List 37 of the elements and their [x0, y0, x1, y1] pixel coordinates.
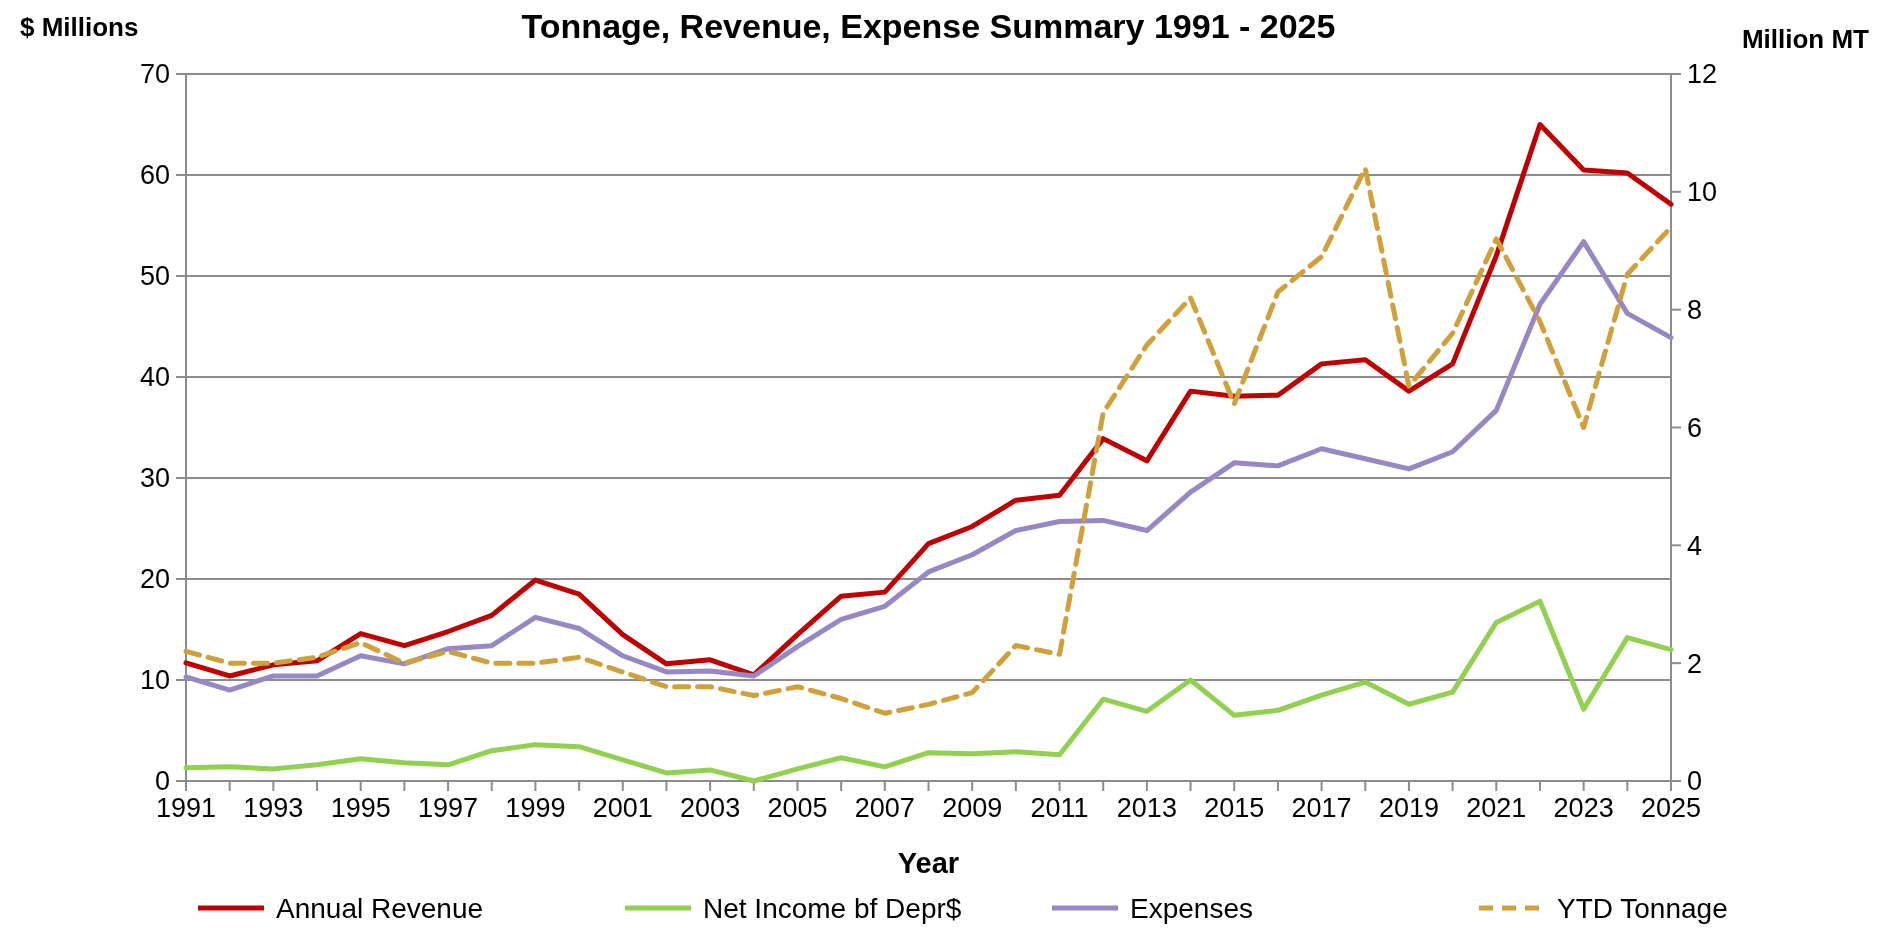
x-tick-label: 2011 [1030, 793, 1089, 823]
x-tick-label: 2013 [1116, 793, 1177, 823]
y2-tick-label: 10 [1687, 177, 1718, 208]
y2-tick-label: 8 [1687, 295, 1703, 326]
y-tick-label: 60 [139, 160, 170, 191]
y-tick-label: 40 [139, 362, 170, 393]
x-tick-label: 2003 [680, 793, 741, 823]
y2-tick-label: 6 [1687, 412, 1703, 443]
x-tick-label: 2021 [1466, 793, 1527, 823]
x-tick-label: 2017 [1291, 793, 1352, 823]
y-tick-label: 70 [139, 59, 170, 90]
x-tick-label: 2001 [592, 793, 653, 823]
x-tick-label: 2007 [854, 793, 915, 823]
y-tick-label: 50 [139, 261, 170, 292]
x-tick-label: 1995 [330, 793, 391, 823]
x-tick-label: 2019 [1378, 793, 1439, 823]
y2-tick-label: 12 [1687, 59, 1718, 90]
y-axis-title: $ Millions [20, 12, 139, 42]
chart-title: Tonnage, Revenue, Expense Summary 1991 - 2025 [521, 7, 1336, 45]
x-tick-label: 1993 [243, 793, 304, 823]
y2-tick-label: 4 [1687, 530, 1703, 561]
x-tick-label: 1999 [505, 793, 566, 823]
y2-tick-label: 2 [1687, 648, 1703, 679]
x-tick-label: 1997 [418, 793, 479, 823]
legend-label: Annual Revenue [276, 892, 484, 924]
legend-label: Expenses [1130, 892, 1253, 924]
legend-label: Net Income bf Depr$ [703, 892, 962, 924]
x-tick-label: 2009 [942, 793, 1003, 823]
y-tick-label: 20 [139, 564, 170, 595]
legend-label: YTD Tonnage [1557, 892, 1728, 924]
y2-axis-title: Million MT [1741, 24, 1870, 54]
y-tick-label: 10 [139, 665, 170, 696]
x-axis-title: Year [897, 847, 960, 879]
x-tick-label: 2005 [767, 793, 828, 823]
x-tick-label: 2015 [1204, 793, 1265, 823]
y-tick-label: 30 [139, 463, 170, 494]
x-tick-label: 2023 [1553, 793, 1614, 823]
